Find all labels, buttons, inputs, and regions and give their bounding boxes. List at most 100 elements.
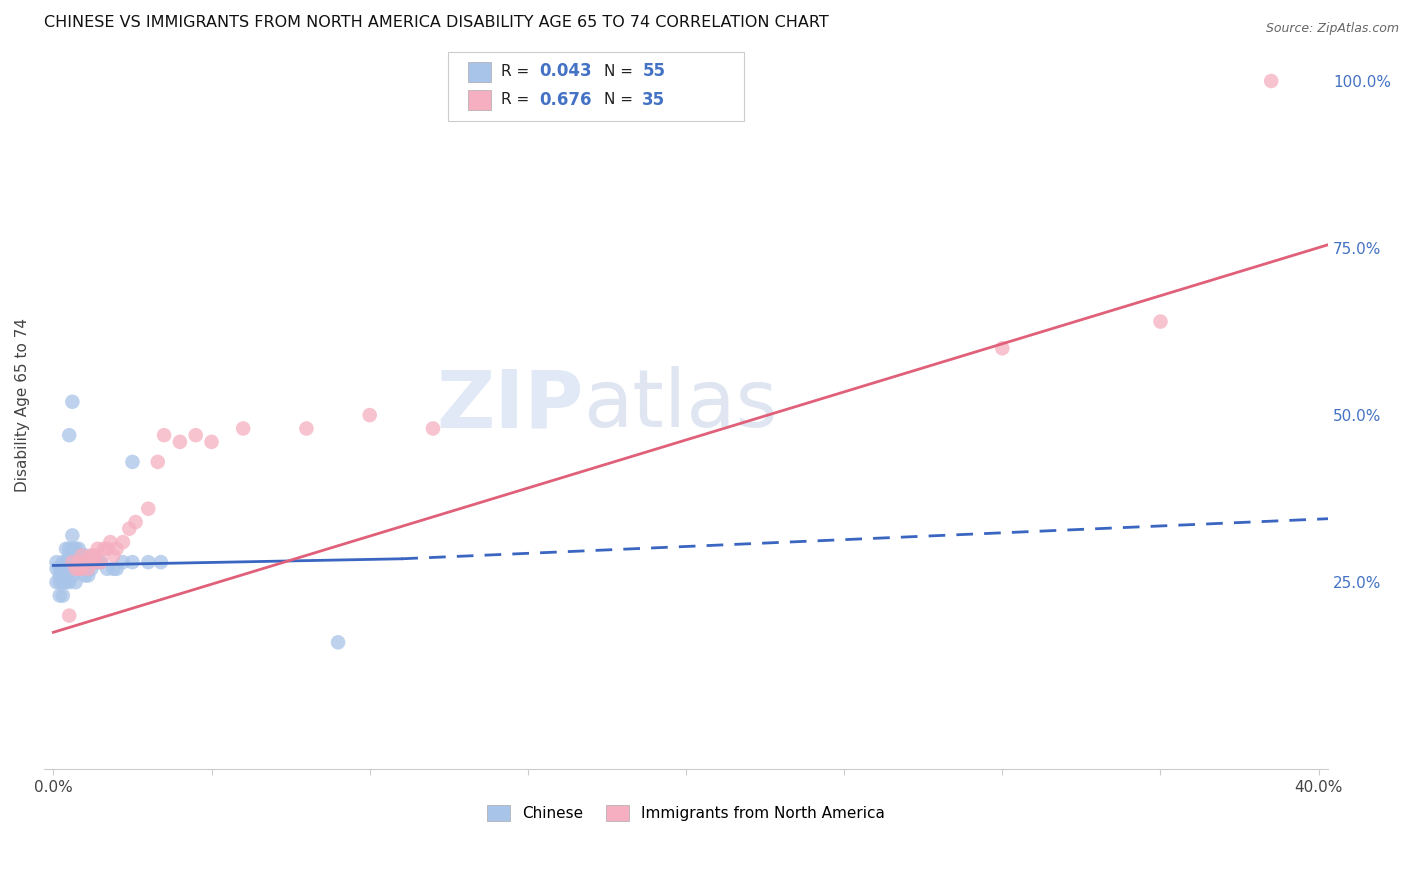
Text: 55: 55 xyxy=(643,62,665,80)
Point xyxy=(326,635,349,649)
Point xyxy=(80,549,103,563)
Text: N =: N = xyxy=(603,93,638,107)
Point xyxy=(121,455,143,469)
Point xyxy=(58,549,80,563)
Point xyxy=(58,428,80,442)
Point xyxy=(55,575,77,590)
Point xyxy=(45,555,67,569)
Y-axis label: Disability Age 65 to 74: Disability Age 65 to 74 xyxy=(15,318,30,492)
Point xyxy=(146,455,169,469)
Point xyxy=(67,555,90,569)
Text: 35: 35 xyxy=(643,91,665,109)
Point xyxy=(98,535,121,549)
Point xyxy=(73,549,96,563)
Point xyxy=(60,555,83,569)
Point xyxy=(86,541,108,556)
Point xyxy=(121,555,143,569)
Text: Source: ZipAtlas.com: Source: ZipAtlas.com xyxy=(1265,22,1399,36)
Point xyxy=(48,589,70,603)
Point xyxy=(422,421,444,435)
Point xyxy=(58,575,80,590)
Point xyxy=(65,555,87,569)
Text: R =: R = xyxy=(501,64,534,79)
Point xyxy=(169,434,191,449)
Point xyxy=(83,555,105,569)
Point xyxy=(52,568,75,582)
Text: CHINESE VS IMMIGRANTS FROM NORTH AMERICA DISABILITY AGE 65 TO 74 CORRELATION CHA: CHINESE VS IMMIGRANTS FROM NORTH AMERICA… xyxy=(44,15,828,30)
Point xyxy=(90,555,112,569)
Point xyxy=(58,541,80,556)
Point xyxy=(55,562,77,576)
Point xyxy=(55,541,77,556)
Point xyxy=(1149,314,1171,328)
Point xyxy=(60,562,83,576)
Point xyxy=(83,549,105,563)
Point xyxy=(73,555,96,569)
Point xyxy=(67,541,90,556)
Point xyxy=(67,562,90,576)
Point xyxy=(86,555,108,569)
Point xyxy=(80,562,103,576)
Point xyxy=(70,562,93,576)
Point xyxy=(52,562,75,576)
Point xyxy=(45,562,67,576)
Point xyxy=(991,341,1014,355)
Point xyxy=(60,394,83,409)
Text: ZIP: ZIP xyxy=(436,366,583,444)
Point xyxy=(77,555,100,569)
Point xyxy=(70,555,93,569)
Point xyxy=(93,541,115,556)
Point xyxy=(60,568,83,582)
Point xyxy=(83,555,105,569)
Point xyxy=(111,535,134,549)
Point xyxy=(96,541,118,556)
Point xyxy=(96,562,118,576)
Point xyxy=(70,562,93,576)
Point xyxy=(118,522,141,536)
Point xyxy=(48,568,70,582)
Point xyxy=(65,541,87,556)
Point xyxy=(103,549,125,563)
Point xyxy=(58,562,80,576)
Point xyxy=(48,562,70,576)
Point xyxy=(52,575,75,590)
Point xyxy=(65,562,87,576)
Point xyxy=(45,575,67,590)
Point xyxy=(105,541,128,556)
Point xyxy=(153,428,176,442)
Point xyxy=(60,541,83,556)
Point xyxy=(65,575,87,590)
Text: R =: R = xyxy=(501,93,534,107)
Text: atlas: atlas xyxy=(583,366,778,444)
Point xyxy=(105,562,128,576)
Point xyxy=(60,549,83,563)
Point xyxy=(67,549,90,563)
Point xyxy=(73,568,96,582)
Point xyxy=(103,562,125,576)
FancyBboxPatch shape xyxy=(449,52,744,121)
Point xyxy=(149,555,172,569)
FancyBboxPatch shape xyxy=(468,90,491,110)
Point xyxy=(58,608,80,623)
Point xyxy=(295,421,318,435)
Point xyxy=(65,562,87,576)
Point xyxy=(67,562,90,576)
Text: 0.043: 0.043 xyxy=(540,62,592,80)
Point xyxy=(70,549,93,563)
Point xyxy=(73,555,96,569)
Point xyxy=(52,555,75,569)
Point xyxy=(55,555,77,569)
Point xyxy=(200,434,222,449)
Point xyxy=(58,555,80,569)
Point xyxy=(184,428,207,442)
FancyBboxPatch shape xyxy=(468,62,491,82)
Point xyxy=(77,562,100,576)
Text: N =: N = xyxy=(603,64,638,79)
Point xyxy=(1260,74,1282,88)
Legend: Chinese, Immigrants from North America: Chinese, Immigrants from North America xyxy=(481,799,891,827)
Point xyxy=(90,555,112,569)
Point xyxy=(111,555,134,569)
Text: 0.676: 0.676 xyxy=(540,91,592,109)
Point xyxy=(136,555,159,569)
Point xyxy=(52,589,75,603)
